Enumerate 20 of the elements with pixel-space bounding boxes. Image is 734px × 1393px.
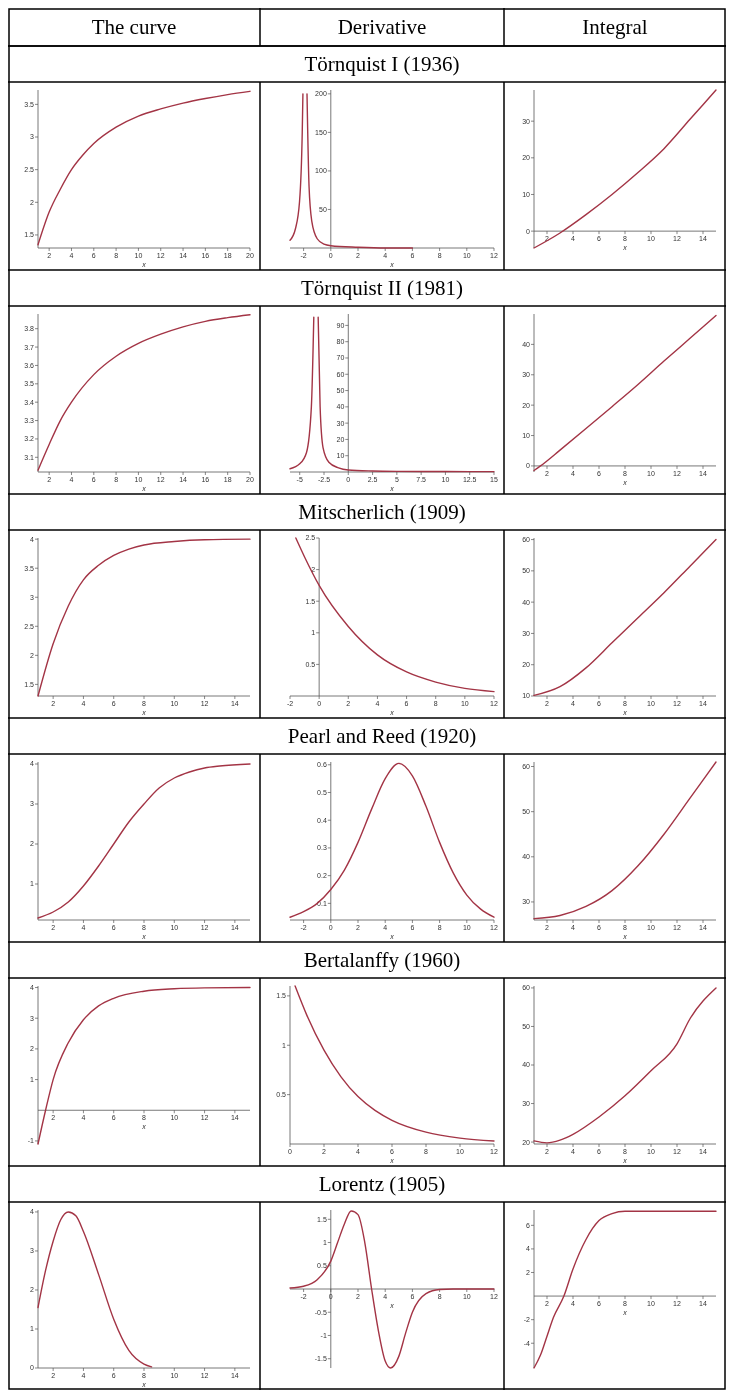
chart-title: Lorentz (1905) [318,1172,446,1197]
line-series [294,985,495,1142]
chart-title: Törnquist I (1936) [304,52,460,77]
line-series [295,537,495,693]
line-series [533,89,717,249]
line-series [533,987,717,1144]
text: The curve [91,15,177,40]
line-series [37,763,251,919]
chart-title: Bertalanffy (1960) [303,948,461,973]
line-series [533,314,717,472]
chart-title: Törnquist II (1981) [300,276,464,301]
text: Derivative [337,15,427,40]
line-series [533,761,717,920]
chart-title: Mitscherlich (1909) [298,500,466,525]
line-series [533,538,717,697]
line-series [37,986,251,1145]
line-series [533,1210,717,1369]
chart-title: Pearl and Reed (1920) [287,724,477,749]
text: Integral [582,15,648,40]
line-series [37,538,251,697]
